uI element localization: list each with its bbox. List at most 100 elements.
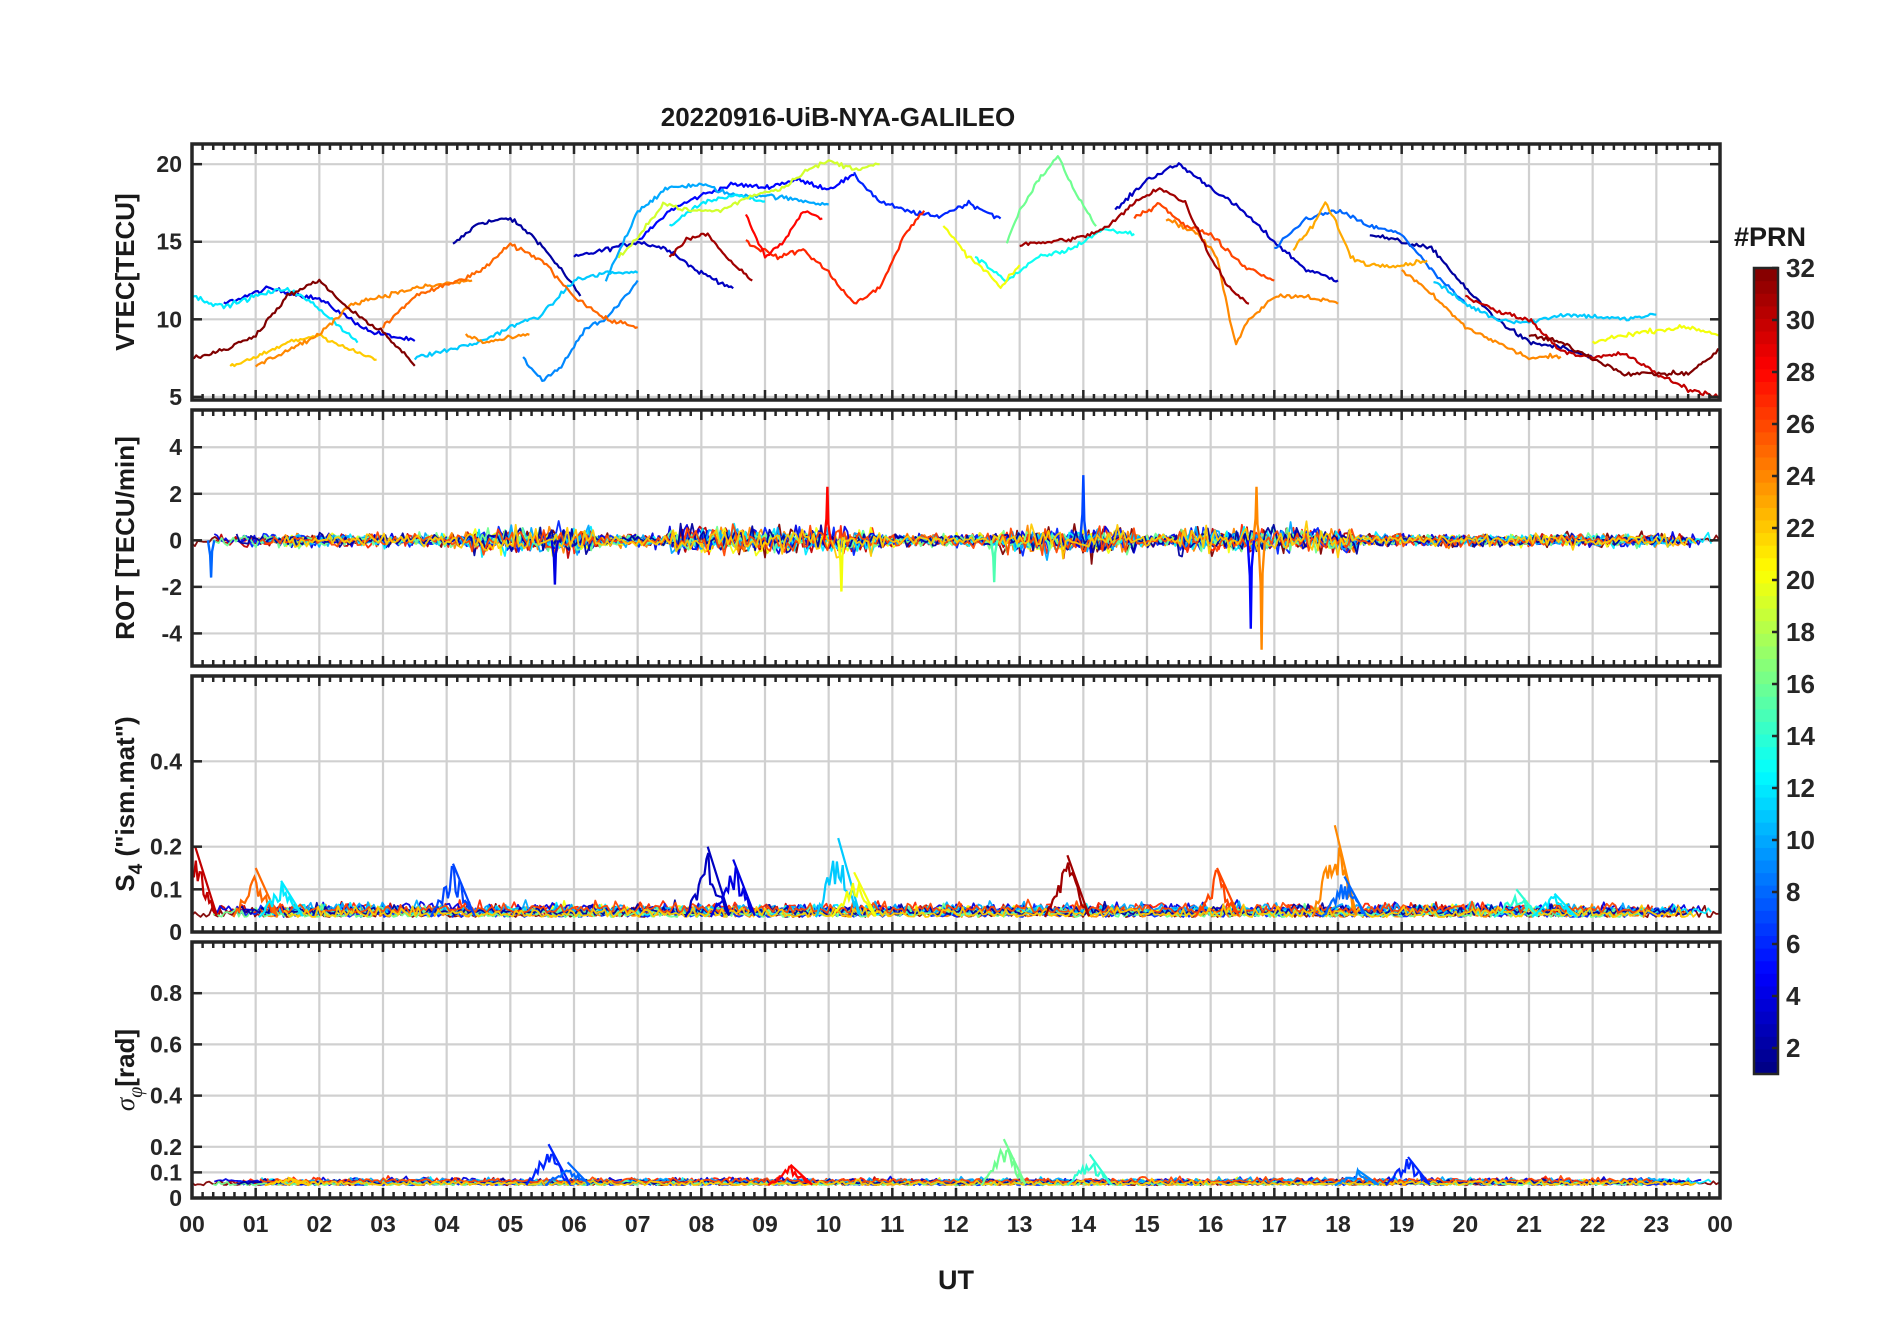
series-line-prn-24 xyxy=(1165,218,1339,346)
y-axis-label: ROT [TECU/min] xyxy=(110,436,140,640)
y-tick-label: 0 xyxy=(169,1185,182,1211)
y-tick-label: 0.6 xyxy=(150,1031,182,1057)
colorbar-swatch xyxy=(1754,519,1778,534)
colorbar-tick-label: 10 xyxy=(1786,825,1815,855)
series-line-prn-10 xyxy=(604,182,829,282)
x-tick-label: 06 xyxy=(561,1211,587,1237)
colorbar-swatch xyxy=(1754,746,1778,760)
colorbar-tick-label: 20 xyxy=(1786,565,1815,595)
spike-prn-28 xyxy=(823,486,832,541)
colorbar-tick-label: 12 xyxy=(1786,773,1815,803)
spike-prn-8 xyxy=(206,540,216,578)
series-line-prn-27 xyxy=(745,210,926,305)
series-line-prn-32 xyxy=(1528,333,1720,377)
y-tick-label: 0.2 xyxy=(150,834,182,860)
x-tick-label: 14 xyxy=(1071,1211,1097,1237)
series-line-prn-32 xyxy=(192,278,416,367)
series-line-prn-30 xyxy=(1464,294,1720,399)
colorbar-swatch xyxy=(1754,935,1778,949)
colorbar-swatch xyxy=(1754,922,1778,937)
spike-prn-4 xyxy=(550,540,560,585)
colorbar-tick-label: 18 xyxy=(1786,617,1815,647)
colorbar-swatch xyxy=(1754,1048,1778,1063)
x-tick-label: 18 xyxy=(1325,1211,1351,1237)
colorbar-swatch xyxy=(1754,822,1778,836)
colorbar-swatch xyxy=(1754,1061,1778,1075)
burst-prn-3 xyxy=(684,846,731,918)
x-tick-label: 11 xyxy=(880,1211,905,1237)
x-tick-label: 10 xyxy=(816,1211,842,1237)
x-tick-label: 09 xyxy=(752,1211,778,1237)
y-tick-label: 0 xyxy=(169,527,182,553)
spike-prn-5 xyxy=(1246,540,1256,629)
series-line-prn-26 xyxy=(1133,202,1275,282)
colorbar-swatch xyxy=(1754,658,1778,672)
colorbar-swatch xyxy=(1754,809,1778,823)
colorbar-swatch xyxy=(1754,343,1778,357)
series-line-prn-11 xyxy=(413,270,639,361)
colorbar-tick-label: 6 xyxy=(1786,929,1800,959)
series-line-prn-16 xyxy=(1005,155,1097,244)
colorbar-swatch xyxy=(1754,393,1778,408)
burst-prn-20 xyxy=(831,871,877,918)
burst-prn-4 xyxy=(709,859,756,918)
colorbar-swatch xyxy=(1754,1011,1778,1025)
colorbar-swatch xyxy=(1754,885,1778,899)
y-tick-label: 5 xyxy=(169,384,182,410)
y-axis-label: σφ[rad] xyxy=(110,1029,147,1111)
burst-prn-9 xyxy=(1334,1166,1380,1187)
burst-prn-6 xyxy=(1384,1156,1431,1186)
series-line-prn-4 xyxy=(223,285,416,342)
y-tick-label: 0.1 xyxy=(150,1159,182,1185)
spike-prn-24 xyxy=(1257,540,1266,650)
colorbar-tick-label: 30 xyxy=(1786,305,1815,335)
colorbar-swatch xyxy=(1754,696,1778,710)
panel-s4: 0 0.1 0.2 0.4S4 ("ism.mat") xyxy=(110,674,1722,945)
colorbar-swatch xyxy=(1754,318,1778,332)
colorbar-swatch xyxy=(1754,507,1778,521)
y-tick-label: 20 xyxy=(156,151,182,177)
colorbar-swatch xyxy=(1754,356,1778,370)
burst-prn-30 xyxy=(192,846,218,917)
burst-prn-12 xyxy=(258,880,304,918)
x-tick-label: 13 xyxy=(1007,1211,1033,1237)
x-tick-label: 16 xyxy=(1198,1211,1224,1237)
series-line-prn-3 xyxy=(1114,162,1339,283)
colorbar-tick-label: 14 xyxy=(1786,721,1815,751)
series-line-prn-2 xyxy=(452,217,582,297)
burst-prn-16 xyxy=(980,1138,1027,1186)
panel-sigma-phi: 00.10.2 0.4 0.6 0.8σφ[rad] xyxy=(110,940,1722,1211)
colorbar-swatch xyxy=(1754,721,1778,735)
spike-prn-24 xyxy=(1252,486,1261,541)
colorbar-swatch xyxy=(1754,305,1778,319)
panel-vtec: 5 10 15 20 VTEC[TECU] xyxy=(110,142,1722,410)
series-line-prn-8 xyxy=(1274,208,1467,305)
series-line-prn-11 xyxy=(1433,281,1657,325)
x-tick-label: 20 xyxy=(1453,1211,1479,1237)
colorbar-tick-label: 22 xyxy=(1786,513,1815,543)
colorbar-swatch xyxy=(1754,1036,1778,1050)
colorbar-swatch xyxy=(1754,872,1778,886)
y-tick-label: 0.2 xyxy=(150,1134,182,1160)
colorbar-tick-label: 26 xyxy=(1786,409,1815,439)
y-tick-label: 0.4 xyxy=(150,748,182,774)
panel-rot: -4 -2 0 2 4 ROT [TECU/min] xyxy=(110,408,1722,668)
series-line-prn-25 xyxy=(381,242,639,329)
colorbar-swatch xyxy=(1754,456,1778,471)
colorbar-tick-label: 2 xyxy=(1786,1033,1800,1063)
y-tick-label: -4 xyxy=(162,620,183,646)
colorbar-tick-label: 16 xyxy=(1786,669,1815,699)
colorbar-swatch xyxy=(1754,557,1778,571)
series-line-prn-24 xyxy=(1401,269,1562,361)
series-line-prn-31 xyxy=(668,232,753,282)
x-tick-label: 00 xyxy=(179,1211,205,1237)
series-line-prn-23 xyxy=(1292,201,1428,269)
colorbar-swatch xyxy=(1754,381,1778,395)
colorbar-swatch xyxy=(1754,645,1778,660)
y-tick-label: 15 xyxy=(156,229,182,255)
y-tick-label: 0.4 xyxy=(150,1083,182,1109)
burst-prn-14 xyxy=(1066,1153,1113,1186)
y-tick-label: 0.1 xyxy=(150,876,182,902)
colorbar-tick-label: 32 xyxy=(1786,253,1815,283)
burst-prn-8 xyxy=(1321,875,1367,918)
